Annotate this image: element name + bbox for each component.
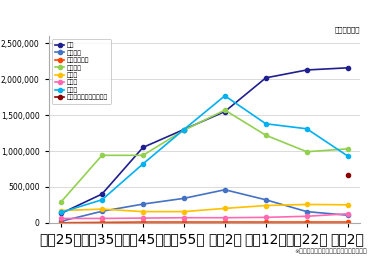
小学校 <box>100 217 104 220</box>
Text: （単位：人）: （単位：人） <box>334 26 360 33</box>
高等専門学校 <box>141 220 145 224</box>
短期大学 <box>304 210 309 213</box>
高等学校 <box>141 154 145 157</box>
大学 <box>223 110 227 113</box>
幼稚園 <box>304 127 309 130</box>
Line: 高等学校: 高等学校 <box>59 108 350 204</box>
短期大学 <box>182 197 186 200</box>
大学 <box>100 192 104 196</box>
Legend: 大学, 短期大学, 高等専門学校, 高等学校, 中学校, 小学校, 幼稚園, 幼保連携型認定こども園: 大学, 短期大学, 高等専門学校, 高等学校, 中学校, 小学校, 幼稚園, 幼… <box>52 39 111 104</box>
小学校 <box>141 217 145 220</box>
Line: 中学校: 中学校 <box>59 202 350 214</box>
Line: 短期大学: 短期大学 <box>59 188 350 224</box>
高等専門学校 <box>100 221 104 224</box>
高等専門学校 <box>345 220 350 224</box>
高等学校 <box>59 200 63 204</box>
大学 <box>182 128 186 131</box>
小学校 <box>304 215 309 218</box>
小学校 <box>182 216 186 219</box>
高等専門学校 <box>304 220 309 224</box>
幼稚園 <box>223 94 227 97</box>
中学校 <box>141 210 145 213</box>
幼稚園 <box>264 122 268 125</box>
小学校 <box>345 212 350 215</box>
小学校 <box>223 216 227 219</box>
短期大学 <box>100 210 104 213</box>
中学校 <box>264 204 268 207</box>
大学 <box>345 66 350 69</box>
Text: 私立学校の学生・生徒数の推移: 私立学校の学生・生徒数の推移 <box>129 9 246 23</box>
幼稚園 <box>182 128 186 131</box>
高等学校 <box>223 109 227 112</box>
短期大学 <box>264 198 268 201</box>
幼稚園 <box>141 162 145 166</box>
高等学校 <box>264 134 268 137</box>
短期大学 <box>223 188 227 191</box>
Line: 小学校: 小学校 <box>59 212 350 220</box>
短期大学 <box>59 220 63 223</box>
大学 <box>304 68 309 71</box>
中学校 <box>304 203 309 206</box>
中学校 <box>100 207 104 211</box>
Line: 大学: 大学 <box>59 66 350 215</box>
中学校 <box>59 209 63 212</box>
Text: ※数値は各年度の「学校基本調査」による: ※数値は各年度の「学校基本調査」による <box>295 248 368 254</box>
Line: 幼稚園: 幼稚園 <box>59 94 350 214</box>
大学 <box>264 76 268 80</box>
Line: 高等専門学校: 高等専門学校 <box>59 220 350 225</box>
短期大学 <box>345 214 350 217</box>
中学校 <box>182 210 186 213</box>
短期大学 <box>141 203 145 206</box>
高等専門学校 <box>59 221 63 224</box>
高等専門学校 <box>182 220 186 224</box>
小学校 <box>264 216 268 219</box>
高等専門学校 <box>264 220 268 224</box>
大学 <box>59 212 63 215</box>
高等学校 <box>304 150 309 153</box>
幼稚園 <box>345 154 350 157</box>
高等専門学校 <box>223 220 227 224</box>
大学 <box>141 146 145 149</box>
小学校 <box>59 217 63 220</box>
高等学校 <box>100 154 104 157</box>
幼稚園 <box>59 211 63 214</box>
高等学校 <box>345 147 350 150</box>
高等学校 <box>182 129 186 132</box>
中学校 <box>345 203 350 206</box>
幼稚園 <box>100 198 104 201</box>
中学校 <box>223 207 227 210</box>
